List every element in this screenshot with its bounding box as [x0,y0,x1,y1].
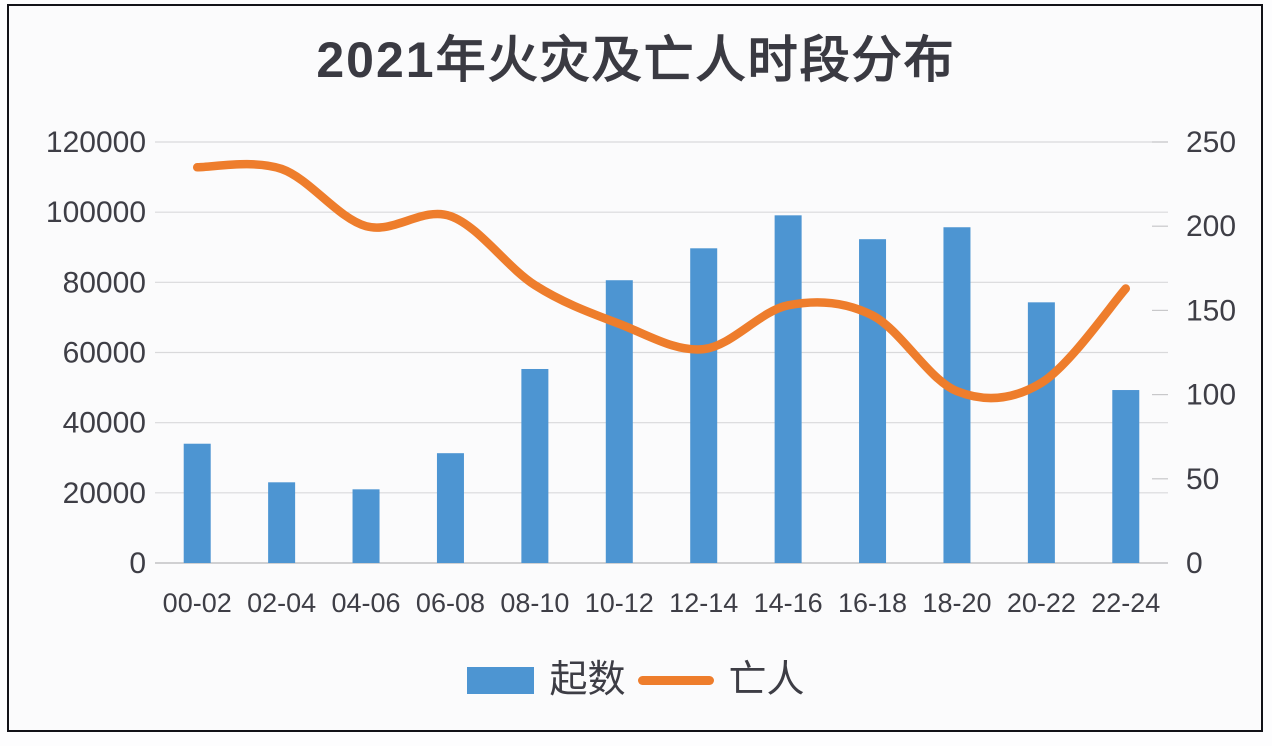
legend-label-fires: 起数 [549,659,626,701]
right-axis-tick-label: 150 [1186,294,1236,327]
left-axis-tick-label: 120000 [46,126,146,159]
bar-22-24 [1112,390,1140,563]
x-axis-tick-label: 00-02 [163,588,232,618]
legend-line-swatch-icon [637,675,714,685]
legend: 起数 亡人 [0,652,1272,708]
x-axis-tick-label: 10-12 [585,588,654,618]
right-axis-tick-label: 50 [1186,463,1219,496]
bar-02-04 [268,482,296,563]
right-axis-tick-label: 250 [1186,126,1236,159]
x-axis-tick-label: 22-24 [1091,588,1160,618]
bar-00-02 [183,443,211,563]
x-axis-tick-label: 04-06 [332,588,401,618]
left-axis-tick-label: 60000 [63,337,146,370]
legend-label-deaths: 亡人 [728,659,805,701]
deaths-line [192,159,1131,403]
bar-16-18 [859,239,887,563]
x-axis-tick-label: 06-08 [416,588,485,618]
bar-06-08 [436,453,464,563]
right-axis-tick-label: 200 [1186,210,1236,243]
x-axis-tick-label: 02-04 [247,588,316,618]
x-axis-tick-label: 12-14 [669,588,738,618]
bar-12-14 [690,248,718,564]
bar-08-10 [521,368,549,563]
x-axis-tick-label: 18-20 [922,588,991,618]
x-axis-tick-label: 16-18 [838,588,907,618]
left-axis-tick-label: 40000 [63,407,146,440]
left-axis-tick-label: 100000 [46,196,146,229]
chart-title: 2021年火灾及亡人时段分布 [316,32,956,88]
right-axis-tick-label: 0 [1186,547,1203,580]
left-axis-tick-label: 20000 [63,477,146,510]
bar-14-16 [774,215,802,564]
x-axis-tick-label: 08-10 [500,588,569,618]
left-axis-tick-label: 0 [129,547,146,580]
x-axis-tick-label: 20-22 [1007,588,1076,618]
bar-20-22 [1027,302,1055,563]
bar-04-06 [352,489,380,563]
legend-bar-swatch-icon [467,666,535,694]
right-axis-tick-label: 100 [1186,379,1236,412]
left-axis-tick-label: 80000 [63,266,146,299]
x-axis-tick-label: 14-16 [754,588,823,618]
